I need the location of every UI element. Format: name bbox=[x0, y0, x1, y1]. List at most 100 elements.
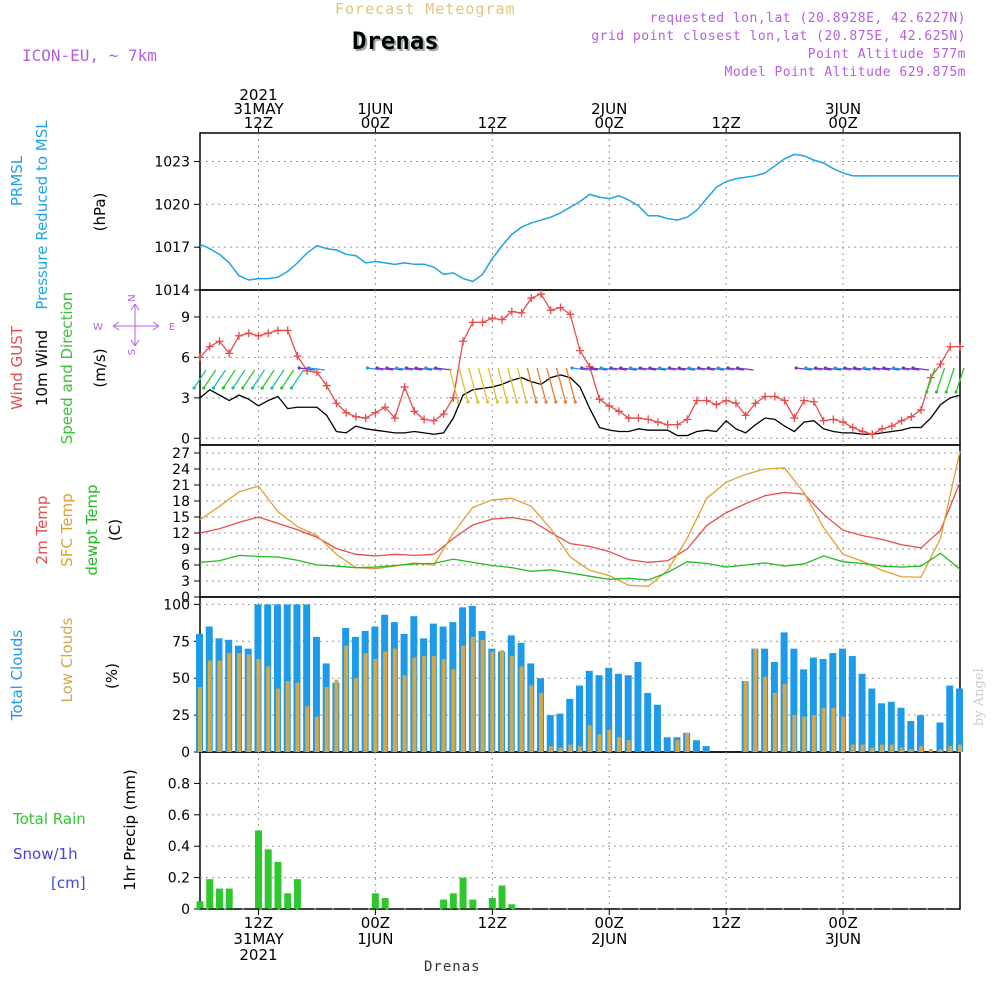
wind-arrow-head bbox=[843, 366, 847, 370]
gust-marker bbox=[829, 415, 838, 424]
y-tick-label: 1020 bbox=[154, 197, 190, 213]
gust-marker bbox=[595, 395, 604, 404]
gust-marker bbox=[429, 416, 438, 425]
gust-marker bbox=[858, 427, 867, 436]
pressure-line bbox=[199, 153, 960, 283]
cloud-low-bar bbox=[363, 653, 368, 752]
temp-unit: (C) bbox=[106, 519, 124, 541]
pressure-label-full: Pressure Reduced to MSL bbox=[33, 120, 51, 310]
gust-marker bbox=[546, 306, 555, 315]
gust-marker bbox=[868, 430, 877, 439]
gust-marker bbox=[644, 415, 653, 424]
wind-arrow bbox=[458, 367, 469, 403]
wind-arrow bbox=[222, 369, 236, 389]
cloud-low-bar bbox=[324, 687, 329, 752]
wind-arrow bbox=[281, 369, 295, 389]
gust-marker bbox=[234, 331, 243, 340]
cloud-total-bar bbox=[546, 715, 554, 752]
y-tick-label: 0.8 bbox=[168, 776, 190, 792]
cloud-total-bar bbox=[702, 746, 710, 752]
footer-location: Drenas bbox=[424, 959, 481, 975]
wind-arrow-head bbox=[297, 366, 301, 370]
wind-dir-label: Speed and Direction bbox=[58, 292, 76, 445]
wind-arrow bbox=[406, 367, 423, 371]
cloud-low-bar bbox=[841, 716, 846, 752]
compass-e: E bbox=[169, 322, 175, 333]
wind-arrow-head bbox=[706, 366, 711, 370]
wind-arrow-head bbox=[495, 400, 499, 404]
y-tick-label: 1014 bbox=[154, 283, 190, 299]
cloud-low-bar bbox=[246, 654, 251, 752]
gust-marker bbox=[653, 418, 662, 427]
wind-arrow-head bbox=[599, 366, 603, 370]
gust-marker bbox=[449, 393, 458, 402]
wind-arrow-head bbox=[882, 366, 886, 370]
y-tick-label: 15 bbox=[172, 510, 190, 526]
rain-bar bbox=[293, 879, 301, 909]
cloud-low-bar bbox=[529, 685, 534, 752]
wind-arrow bbox=[854, 367, 871, 371]
wind-arrow bbox=[565, 367, 576, 403]
wind-arrow bbox=[555, 367, 567, 403]
wind-arrow bbox=[377, 367, 394, 371]
cloud-low-bar bbox=[821, 707, 826, 752]
wind-arrow bbox=[251, 369, 266, 389]
dewpoint-label: dewpt Temp bbox=[83, 484, 101, 575]
cloud-low-bar bbox=[509, 656, 514, 752]
wind-arrow-head bbox=[375, 366, 379, 370]
time-label-top: 31MAY bbox=[233, 100, 284, 118]
time-label-bottom: 12Z bbox=[244, 914, 273, 932]
cloud-low-bar bbox=[782, 684, 787, 752]
wind-arrow-head bbox=[221, 386, 225, 390]
wind-arrow bbox=[308, 367, 326, 371]
time-label-bottom: 2021 bbox=[239, 946, 277, 964]
wind-arrow bbox=[261, 369, 275, 389]
y-tick-label: 3 bbox=[181, 574, 190, 590]
cloud-low-bar bbox=[753, 648, 758, 752]
cloud-low-bar bbox=[928, 749, 933, 752]
cloud-total-bar bbox=[566, 698, 574, 752]
chart-title: Forecast Meteogram bbox=[335, 0, 516, 18]
gust-marker bbox=[244, 329, 253, 338]
wind-arrow-head bbox=[424, 366, 428, 370]
wind-arrow-head bbox=[901, 366, 905, 370]
cloud-total-bar bbox=[868, 688, 876, 752]
cloud-total-bar bbox=[653, 704, 661, 752]
cloud-low-bar bbox=[402, 675, 407, 752]
time-label-bottom: 00Z bbox=[595, 914, 624, 932]
wind-arrow-head bbox=[385, 366, 389, 370]
cloud-total-bar bbox=[663, 737, 671, 752]
wind-arrow bbox=[669, 367, 686, 371]
gust-marker bbox=[254, 331, 263, 340]
gridpoint-coords: grid point closest lon,lat (20.875E, 42.… bbox=[591, 29, 966, 44]
wind-arrow bbox=[507, 367, 518, 403]
wind-arrow bbox=[487, 367, 498, 403]
cloud-total-bar bbox=[293, 604, 301, 752]
gust-marker bbox=[400, 383, 409, 392]
rain-bar bbox=[264, 849, 272, 909]
y-tick-label: 0.2 bbox=[168, 871, 190, 887]
time-label-top: 2JUN bbox=[591, 100, 627, 118]
wind-arrow-head bbox=[250, 386, 255, 390]
cloud-total-bar bbox=[839, 648, 847, 752]
gust-marker bbox=[371, 408, 380, 417]
model-altitude: Model Point Altitude 629.875m bbox=[724, 65, 966, 80]
gust-marker bbox=[196, 353, 204, 362]
wind-gust-label: Wind GUST bbox=[8, 325, 26, 410]
wind-arrow bbox=[834, 367, 852, 371]
wind-arrow bbox=[688, 367, 706, 371]
gust-marker bbox=[459, 337, 468, 346]
wind-arrow-head bbox=[211, 386, 216, 390]
snow-unit: [cm] bbox=[51, 874, 86, 892]
wind-arrow bbox=[581, 367, 598, 371]
wind-arrow bbox=[435, 367, 452, 371]
wind-arrow bbox=[477, 367, 489, 403]
pressure-label: PRMSL bbox=[8, 155, 26, 206]
y-tick-label: 18 bbox=[172, 494, 190, 510]
time-label-top: 1JUN bbox=[357, 100, 393, 118]
y-tick-label: 27 bbox=[172, 446, 190, 462]
y-tick-label: 0 bbox=[181, 745, 190, 761]
temp-2m-line bbox=[199, 482, 961, 563]
wind-arrow-head bbox=[813, 366, 818, 370]
